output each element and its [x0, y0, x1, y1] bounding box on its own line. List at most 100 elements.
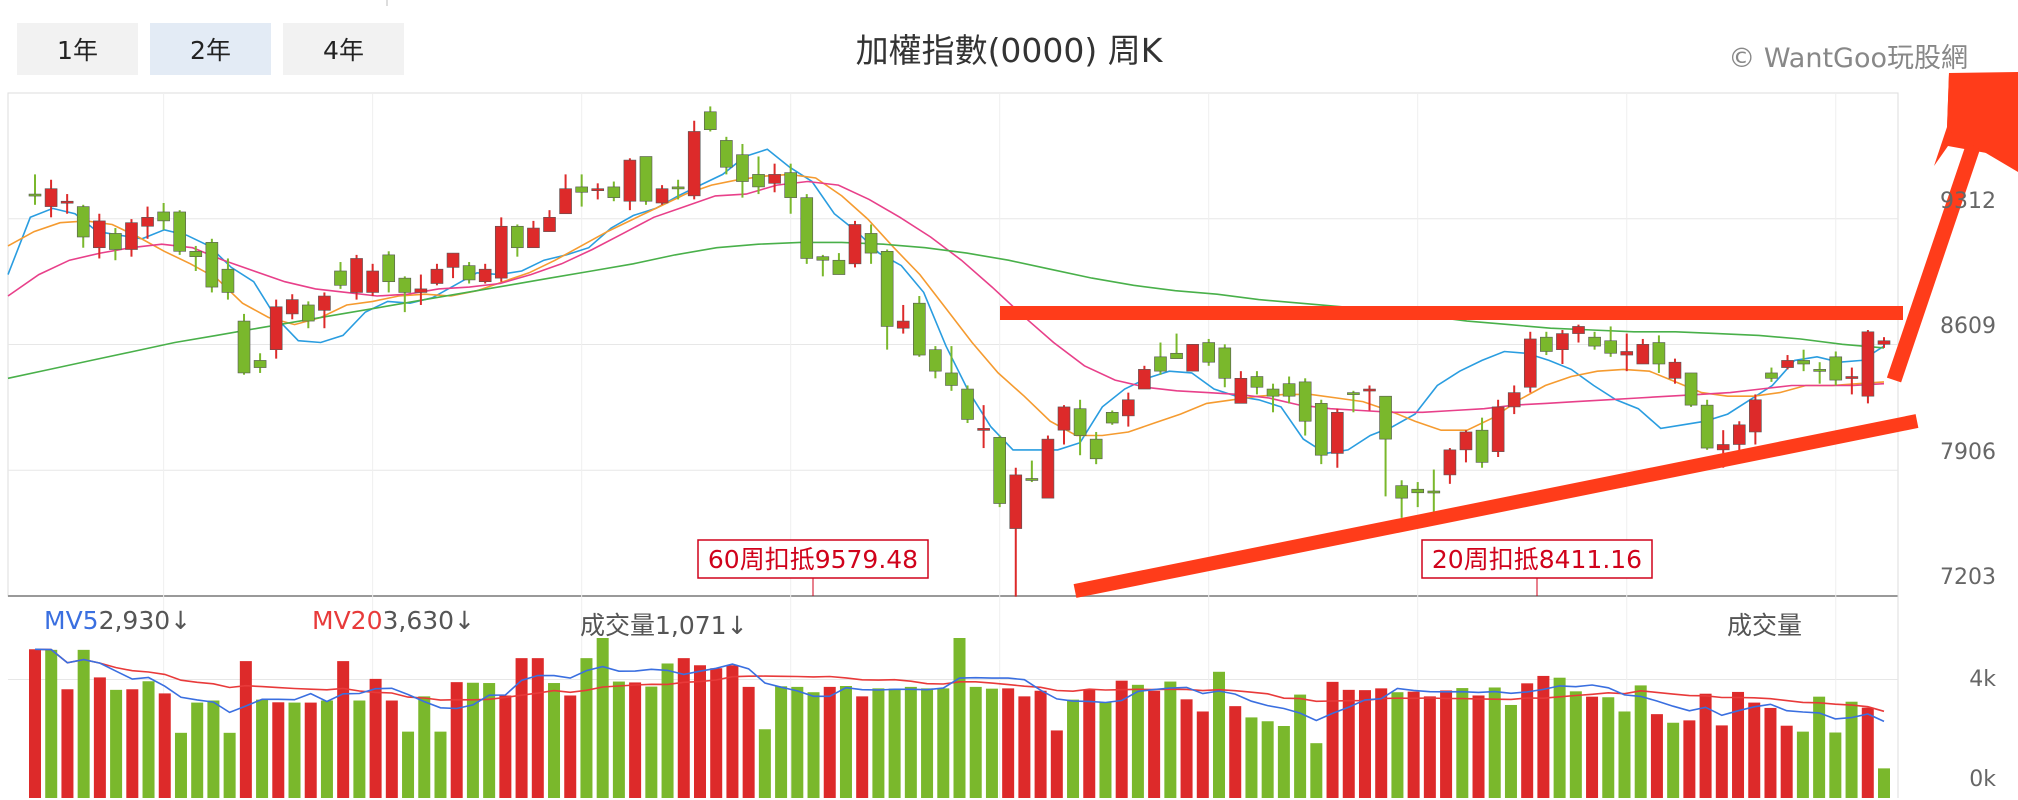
mv5-value: 2,930↓ — [98, 606, 192, 635]
candle-body — [462, 265, 476, 281]
candle-body — [1716, 444, 1730, 451]
volume-bar — [726, 665, 739, 798]
volume-bar — [402, 731, 415, 798]
volume-bar — [969, 686, 982, 798]
candle — [511, 224, 524, 257]
candle-body — [1411, 488, 1425, 494]
candle — [1459, 430, 1473, 463]
candle-body — [1122, 399, 1135, 417]
candle-body — [929, 349, 942, 372]
candle — [591, 183, 605, 200]
candle — [173, 210, 187, 255]
volume-bar — [823, 686, 836, 798]
volume-bar — [369, 678, 382, 798]
candle — [993, 435, 1006, 508]
volume-bar — [1878, 768, 1890, 798]
candle-body — [1700, 404, 1714, 449]
candle-body — [784, 172, 797, 198]
volume-bar — [1342, 689, 1355, 798]
volume-bar — [272, 702, 285, 798]
volume-bar — [191, 702, 204, 798]
volume-bar — [1115, 680, 1128, 798]
volume-bar — [1861, 707, 1874, 798]
volume-bar — [758, 729, 771, 798]
candle — [1845, 367, 1859, 395]
candle — [1829, 351, 1843, 386]
candle — [76, 204, 90, 248]
candle — [1507, 385, 1521, 415]
candle — [1636, 338, 1650, 365]
volume-bar — [418, 696, 431, 798]
candle — [382, 251, 396, 293]
volume-bar — [1667, 722, 1680, 798]
mv20-line — [34, 648, 1885, 713]
candle — [1073, 399, 1087, 456]
candle — [832, 253, 846, 275]
range-button-4y[interactable]: 4年 — [283, 23, 404, 75]
candle — [639, 156, 653, 205]
volume-bar — [1261, 721, 1274, 798]
candle-body — [1395, 485, 1408, 499]
candle-body — [880, 251, 894, 327]
volume-bar — [174, 732, 187, 798]
range-button-1y[interactable]: 1年 — [17, 23, 138, 75]
candle — [1363, 385, 1376, 411]
candle-body — [848, 224, 862, 265]
volume-bar — [1358, 690, 1371, 798]
candle-body — [1572, 326, 1585, 334]
candle — [93, 213, 106, 259]
volume-bar — [1521, 683, 1534, 798]
volume-bar — [1456, 688, 1469, 798]
volume-bar — [499, 695, 512, 798]
candle-body — [1620, 351, 1634, 356]
candle-body — [1540, 336, 1553, 352]
candle-body — [511, 225, 524, 249]
breakout-arrow-shaft — [1886, 129, 1986, 383]
candle — [1154, 342, 1167, 375]
candle — [961, 385, 974, 424]
candle-body — [1765, 372, 1778, 379]
support-trend-line — [1073, 414, 1919, 598]
candle — [189, 245, 203, 271]
candle — [1572, 324, 1585, 343]
candle-body — [1202, 342, 1216, 363]
candle — [848, 220, 862, 268]
candle — [607, 181, 621, 202]
candle-body — [318, 295, 331, 311]
volume-bar — [1083, 689, 1096, 798]
candle — [430, 263, 444, 286]
candle-body — [977, 428, 990, 431]
volume-bar — [1715, 725, 1728, 798]
mv20-label: MV20 — [312, 606, 383, 635]
candle — [205, 238, 219, 293]
price-tick-label: 9312 — [1940, 189, 1996, 214]
candle-body — [1636, 344, 1650, 365]
deduction-annotation: 20周扣抵8411.16 — [1421, 539, 1653, 596]
volume-bar — [1569, 691, 1582, 798]
candle-body — [157, 211, 170, 222]
volume-bar — [1180, 699, 1193, 798]
candle-body — [1604, 340, 1617, 354]
candle — [1523, 331, 1537, 393]
candle-body — [60, 200, 74, 204]
candle — [543, 210, 556, 232]
volume-bar — [596, 638, 609, 798]
candle-body — [253, 360, 267, 368]
range-button-2y[interactable]: 2年 — [150, 23, 271, 75]
candle — [945, 346, 958, 391]
candle-body — [237, 320, 251, 374]
candle — [1379, 395, 1392, 497]
candle-body — [141, 217, 154, 227]
candle — [1122, 392, 1135, 427]
candle — [1298, 378, 1312, 436]
candle — [1588, 331, 1601, 350]
volume-bar — [953, 638, 966, 798]
candle-body — [1347, 392, 1360, 395]
volume-tick-label: 4k — [1969, 667, 1996, 692]
candle — [816, 254, 830, 277]
volume-bar — [1650, 714, 1663, 798]
volume-bar — [1310, 743, 1323, 798]
annotation-box — [1421, 539, 1653, 579]
volume-bar — [434, 731, 447, 798]
candle — [1668, 358, 1682, 384]
